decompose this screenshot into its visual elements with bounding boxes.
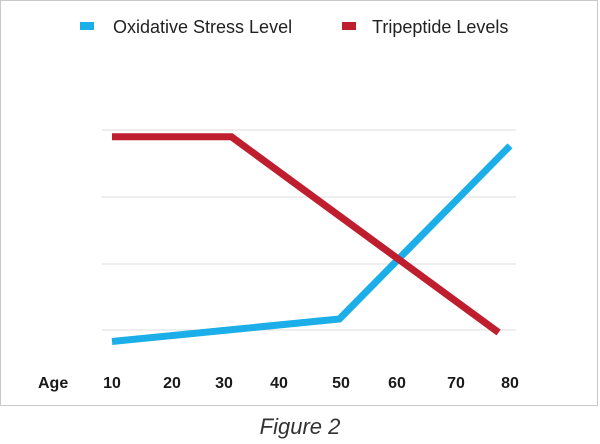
legend-label-tripeptide: Tripeptide Levels [372,17,508,37]
x-tick-label: 60 [388,375,406,392]
x-tick-label: 40 [270,375,288,392]
legend-item-oxidative: Oxidative Stress Level [80,17,292,37]
x-tick-label: 30 [215,375,233,392]
series-layer [111,133,513,345]
series-line-tripeptide [112,133,501,336]
x-tick-label: 50 [332,375,350,392]
x-tick-label: 20 [163,375,181,392]
legend: Oxidative Stress Level Tripeptide Levels [80,17,508,37]
x-axis-ticks: 10 20 30 40 50 60 70 80 [103,375,519,392]
legend-label-oxidative: Oxidative Stress Level [113,17,292,37]
x-tick-label: 80 [501,375,519,392]
x-tick-label: 70 [447,375,465,392]
figure-frame [0,0,598,406]
figure-caption: Figure 2 [259,414,341,439]
legend-swatch-tripeptide [342,22,356,30]
x-axis-label: Age [38,375,68,392]
legend-item-tripeptide: Tripeptide Levels [342,17,508,37]
x-tick-label: 10 [103,375,121,392]
series-line-oxidative-stress [111,143,513,345]
legend-swatch-oxidative [80,22,94,30]
